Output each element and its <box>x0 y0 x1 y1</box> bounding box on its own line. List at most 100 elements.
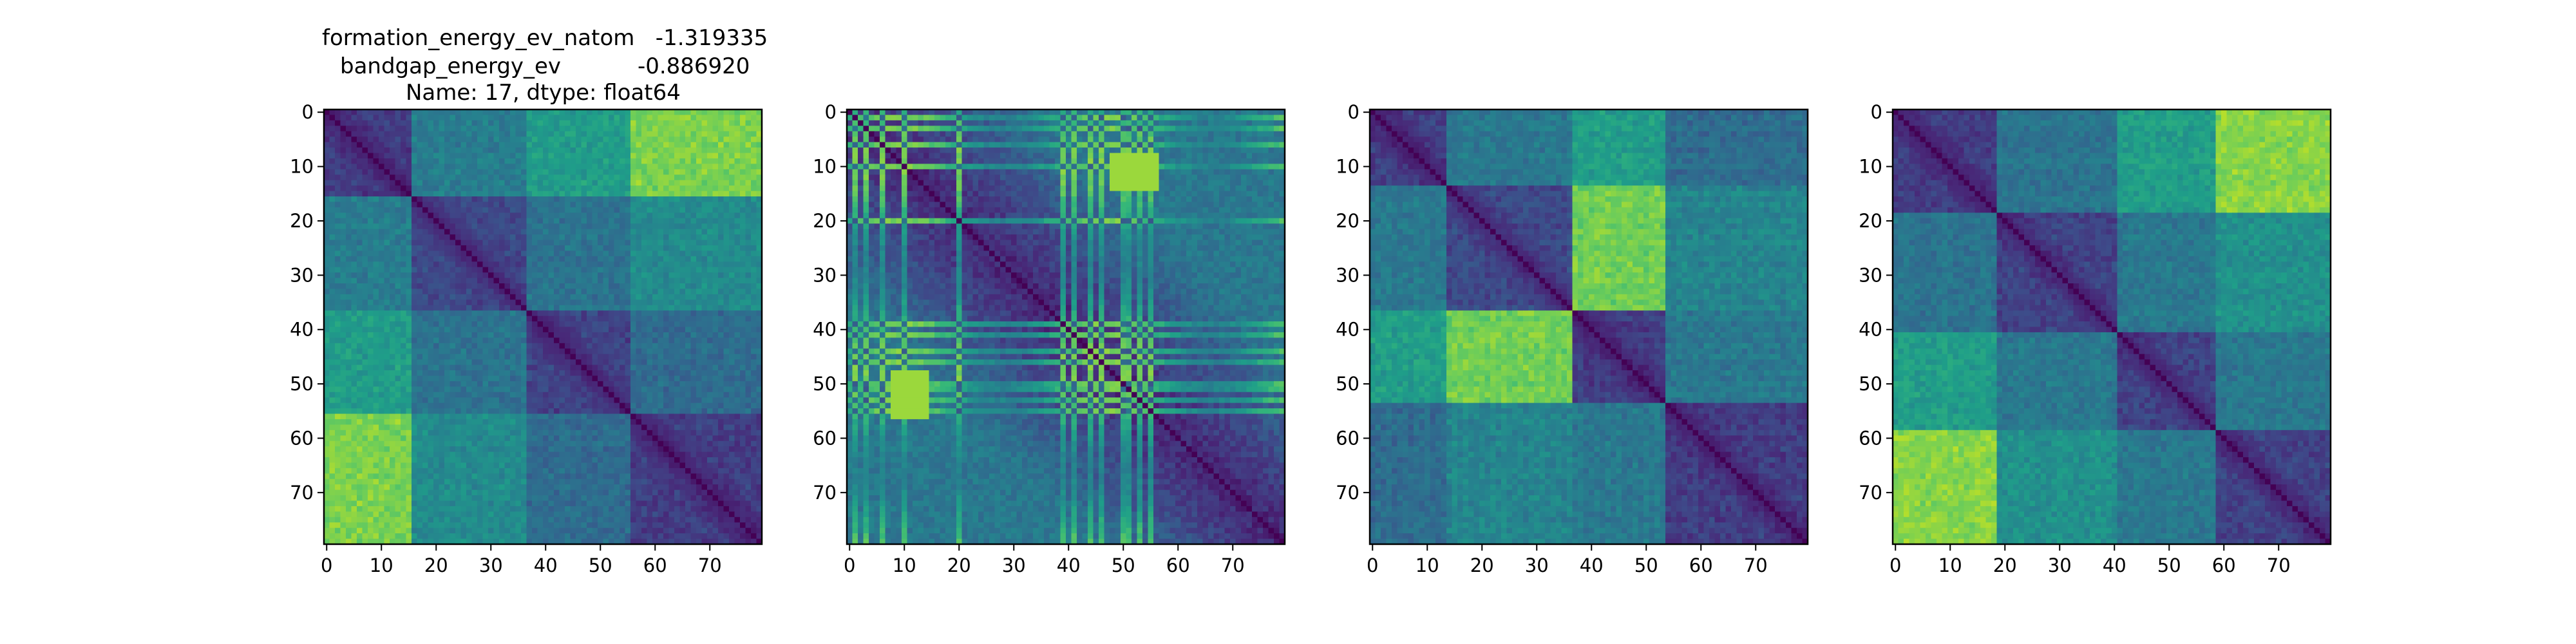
heatmap-cell <box>570 120 576 126</box>
heatmap-cell <box>340 283 346 290</box>
heatmap-cell <box>554 164 560 170</box>
heatmap-cell <box>701 109 708 116</box>
heatmap-cell <box>384 137 390 143</box>
heatmap-cell <box>417 299 423 306</box>
heatmap-cell <box>707 321 714 328</box>
heatmap-cell <box>674 419 681 425</box>
heatmap-cell <box>565 202 571 208</box>
heatmap-cell <box>362 196 368 203</box>
heatmap-cell <box>515 332 522 338</box>
heatmap-cell <box>718 343 724 349</box>
heatmap-cell <box>390 207 396 213</box>
heatmap-cell <box>647 278 653 284</box>
heatmap-cell <box>521 223 527 230</box>
heatmap-cell <box>379 207 385 213</box>
heatmap-cell <box>471 294 478 300</box>
heatmap-cell <box>504 234 511 241</box>
heatmap-cell <box>740 327 746 333</box>
heatmap-cell <box>663 261 670 268</box>
heatmap-cell <box>543 299 549 306</box>
heatmap-cell <box>504 223 511 230</box>
heatmap-cell <box>329 310 336 317</box>
heatmap-cell <box>521 158 527 164</box>
heatmap-cell <box>630 370 637 377</box>
heatmap-cell <box>499 381 506 387</box>
heatmap-cell <box>526 256 533 262</box>
heatmap-cell <box>466 392 473 398</box>
heatmap-cell <box>401 440 407 447</box>
heatmap-cell <box>668 267 675 273</box>
heatmap-cell <box>718 180 724 186</box>
heatmap-cell <box>658 402 664 409</box>
heatmap-cell <box>417 397 423 404</box>
heatmap-cell <box>707 158 714 164</box>
heatmap-cell <box>658 169 664 175</box>
heatmap-cell <box>679 153 686 159</box>
heatmap-cell <box>329 223 336 230</box>
heatmap-cell <box>658 354 664 360</box>
heatmap-cell <box>712 185 719 192</box>
heatmap-cell <box>450 115 456 121</box>
heatmap-cell <box>510 289 516 295</box>
heatmap-cell <box>455 413 462 420</box>
heatmap-cell <box>630 261 637 268</box>
heatmap-cell <box>422 278 429 284</box>
heatmap-cell <box>515 294 522 300</box>
heatmap-cell <box>329 419 336 425</box>
heatmap-cell <box>401 153 407 159</box>
heatmap-cell <box>482 191 489 197</box>
heatmap-cell <box>740 354 746 360</box>
heatmap-cell <box>630 316 637 322</box>
heatmap-cell <box>734 213 741 219</box>
heatmap-cell <box>417 115 423 121</box>
heatmap-cell <box>390 370 396 377</box>
heatmap-cell <box>641 348 648 355</box>
heatmap-cell <box>707 137 714 143</box>
heatmap-cell <box>559 413 565 420</box>
heatmap-cell <box>346 321 352 328</box>
heatmap-cell <box>362 305 368 311</box>
heatmap-cell <box>598 109 604 116</box>
heatmap-cell <box>701 185 708 192</box>
heatmap-cell <box>554 419 560 425</box>
heatmap-cell <box>471 408 478 415</box>
heatmap-cell <box>756 370 762 377</box>
heatmap-cell <box>406 278 412 284</box>
heatmap-cell <box>647 305 653 311</box>
heatmap-cell <box>417 435 423 442</box>
heatmap-cell <box>379 202 385 208</box>
heatmap-cell <box>652 185 659 192</box>
heatmap-cell <box>565 348 571 355</box>
heatmap-cell <box>668 327 675 333</box>
heatmap-cell <box>368 278 374 284</box>
heatmap-cell <box>576 299 582 306</box>
heatmap-cell <box>685 213 692 219</box>
heatmap-cell <box>537 109 544 116</box>
heatmap-cell <box>346 310 352 317</box>
heatmap-cell <box>756 381 762 387</box>
heatmap-cell <box>609 294 615 300</box>
heatmap-cell <box>565 440 571 447</box>
heatmap-cell <box>444 229 451 235</box>
heatmap-cell <box>592 120 598 126</box>
heatmap-cell <box>466 446 473 453</box>
heatmap-cell <box>357 289 363 295</box>
heatmap-cell <box>729 142 735 148</box>
heatmap-cell <box>625 386 631 393</box>
heatmap-cell <box>630 218 637 224</box>
heatmap-cell <box>663 359 670 366</box>
heatmap-cell <box>401 223 407 230</box>
heatmap-cell <box>729 386 735 393</box>
heatmap-cell <box>406 142 412 148</box>
heatmap-cell <box>603 440 609 447</box>
heatmap-cell <box>592 185 598 192</box>
heatmap-cell <box>460 147 467 154</box>
heatmap-cell <box>559 337 565 344</box>
heatmap-cell <box>647 234 653 241</box>
heatmap-cell <box>712 402 719 409</box>
heatmap-cell <box>620 202 626 208</box>
heatmap-cell <box>357 440 363 447</box>
heatmap-cell <box>335 142 341 148</box>
heatmap-cell <box>668 294 675 300</box>
heatmap-cell <box>444 158 451 164</box>
